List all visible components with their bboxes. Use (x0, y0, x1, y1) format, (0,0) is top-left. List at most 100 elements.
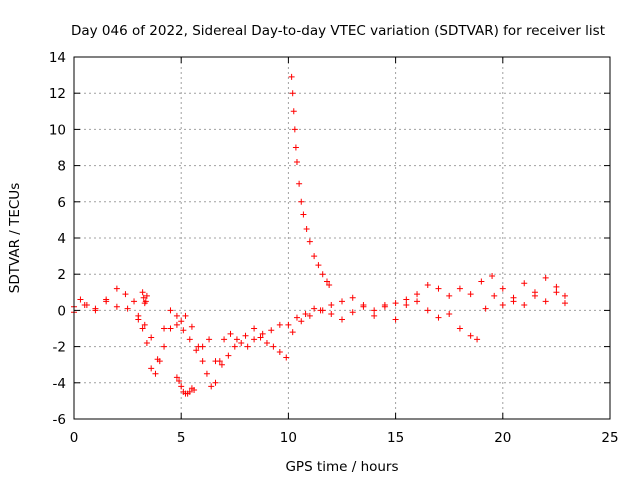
data-point (92, 307, 99, 314)
x-tick-label: 5 (177, 430, 186, 446)
data-point (212, 379, 219, 386)
data-point (225, 352, 232, 359)
data-point (491, 292, 498, 299)
data-point (446, 292, 453, 299)
data-point (293, 158, 300, 165)
data-point (182, 312, 189, 319)
data-point (221, 336, 228, 343)
data-point (218, 361, 225, 368)
data-point (193, 347, 200, 354)
data-point (360, 303, 367, 310)
data-point (289, 329, 296, 336)
y-tick-label: -4 (53, 376, 66, 392)
data-point (186, 336, 193, 343)
data-point (283, 354, 290, 361)
data-point (542, 274, 549, 281)
ticks-layer: 0 5 10 15 20 25 -6 -4 -2 0 2 4 6 8 10 12 14 (49, 50, 619, 446)
data-point (293, 314, 300, 321)
data-point (435, 285, 442, 292)
data-point (414, 298, 421, 305)
data-point (199, 343, 206, 350)
data-point (167, 325, 174, 332)
x-tick-label: 10 (280, 430, 297, 446)
data-point (178, 318, 185, 325)
x-tick-label: 25 (601, 430, 618, 446)
data-point (191, 387, 198, 394)
data-point (259, 330, 266, 337)
data-point (148, 334, 155, 341)
data-point (139, 325, 146, 332)
data-point (251, 325, 258, 332)
series-1 (71, 289, 568, 368)
data-point (152, 370, 159, 377)
data-point (499, 301, 506, 308)
data-point (478, 278, 485, 285)
data-point (143, 339, 150, 346)
data-point (467, 332, 474, 339)
data-point (553, 289, 560, 296)
data-point (139, 289, 146, 296)
series-0 (71, 273, 568, 390)
y-tick-label: 6 (57, 195, 66, 211)
data-point (141, 321, 148, 328)
x-axis-label: GPS time / hours (285, 459, 398, 475)
data-point (257, 334, 264, 341)
data-point (276, 321, 283, 328)
data-point (276, 349, 283, 356)
data-point (300, 211, 307, 218)
data-point (208, 383, 215, 390)
data-point (81, 301, 88, 308)
data-point (392, 300, 399, 307)
data-point (302, 311, 309, 318)
data-point (298, 198, 305, 205)
data-point (113, 285, 120, 292)
data-point (371, 312, 378, 319)
data-point (306, 312, 313, 319)
data-point (103, 298, 110, 305)
y-tick-label: 8 (57, 159, 66, 175)
data-point (77, 296, 84, 303)
data-point (140, 294, 147, 301)
y-tick-label: 4 (57, 231, 66, 247)
data-point (311, 305, 318, 312)
data-point (167, 307, 174, 314)
data-point (371, 307, 378, 314)
points-layer (71, 73, 568, 397)
data-point (285, 321, 292, 328)
data-point (349, 309, 356, 316)
y-tick-label: 0 (57, 303, 66, 319)
data-point (173, 374, 180, 381)
data-point (227, 330, 234, 337)
data-point (298, 318, 305, 325)
data-point (178, 383, 185, 390)
data-point (339, 316, 345, 323)
data-point (499, 285, 506, 292)
series-4 (139, 289, 150, 307)
data-point (206, 336, 213, 343)
y-axis-label: SDTVAR / TECUs (7, 183, 23, 293)
data-point (317, 307, 324, 314)
series-3 (173, 374, 198, 397)
data-point (242, 332, 249, 339)
data-point (143, 292, 150, 299)
data-point (435, 314, 442, 321)
data-point (231, 343, 238, 350)
data-point (315, 262, 322, 269)
data-point (161, 325, 168, 332)
data-point (323, 278, 330, 285)
y-tick-label: -6 (53, 412, 66, 428)
data-point (456, 325, 463, 332)
grid-layer (74, 57, 610, 419)
data-point (180, 327, 187, 334)
data-point (328, 301, 335, 308)
y-tick-label: 10 (49, 122, 66, 138)
x-tick-label: 0 (70, 430, 79, 446)
y-tick-label: -2 (53, 340, 66, 356)
data-point (251, 336, 258, 343)
data-point (553, 283, 560, 290)
data-point (173, 321, 180, 328)
data-point (154, 356, 161, 363)
data-point (414, 291, 421, 298)
data-point (561, 292, 568, 299)
data-point (311, 253, 318, 260)
